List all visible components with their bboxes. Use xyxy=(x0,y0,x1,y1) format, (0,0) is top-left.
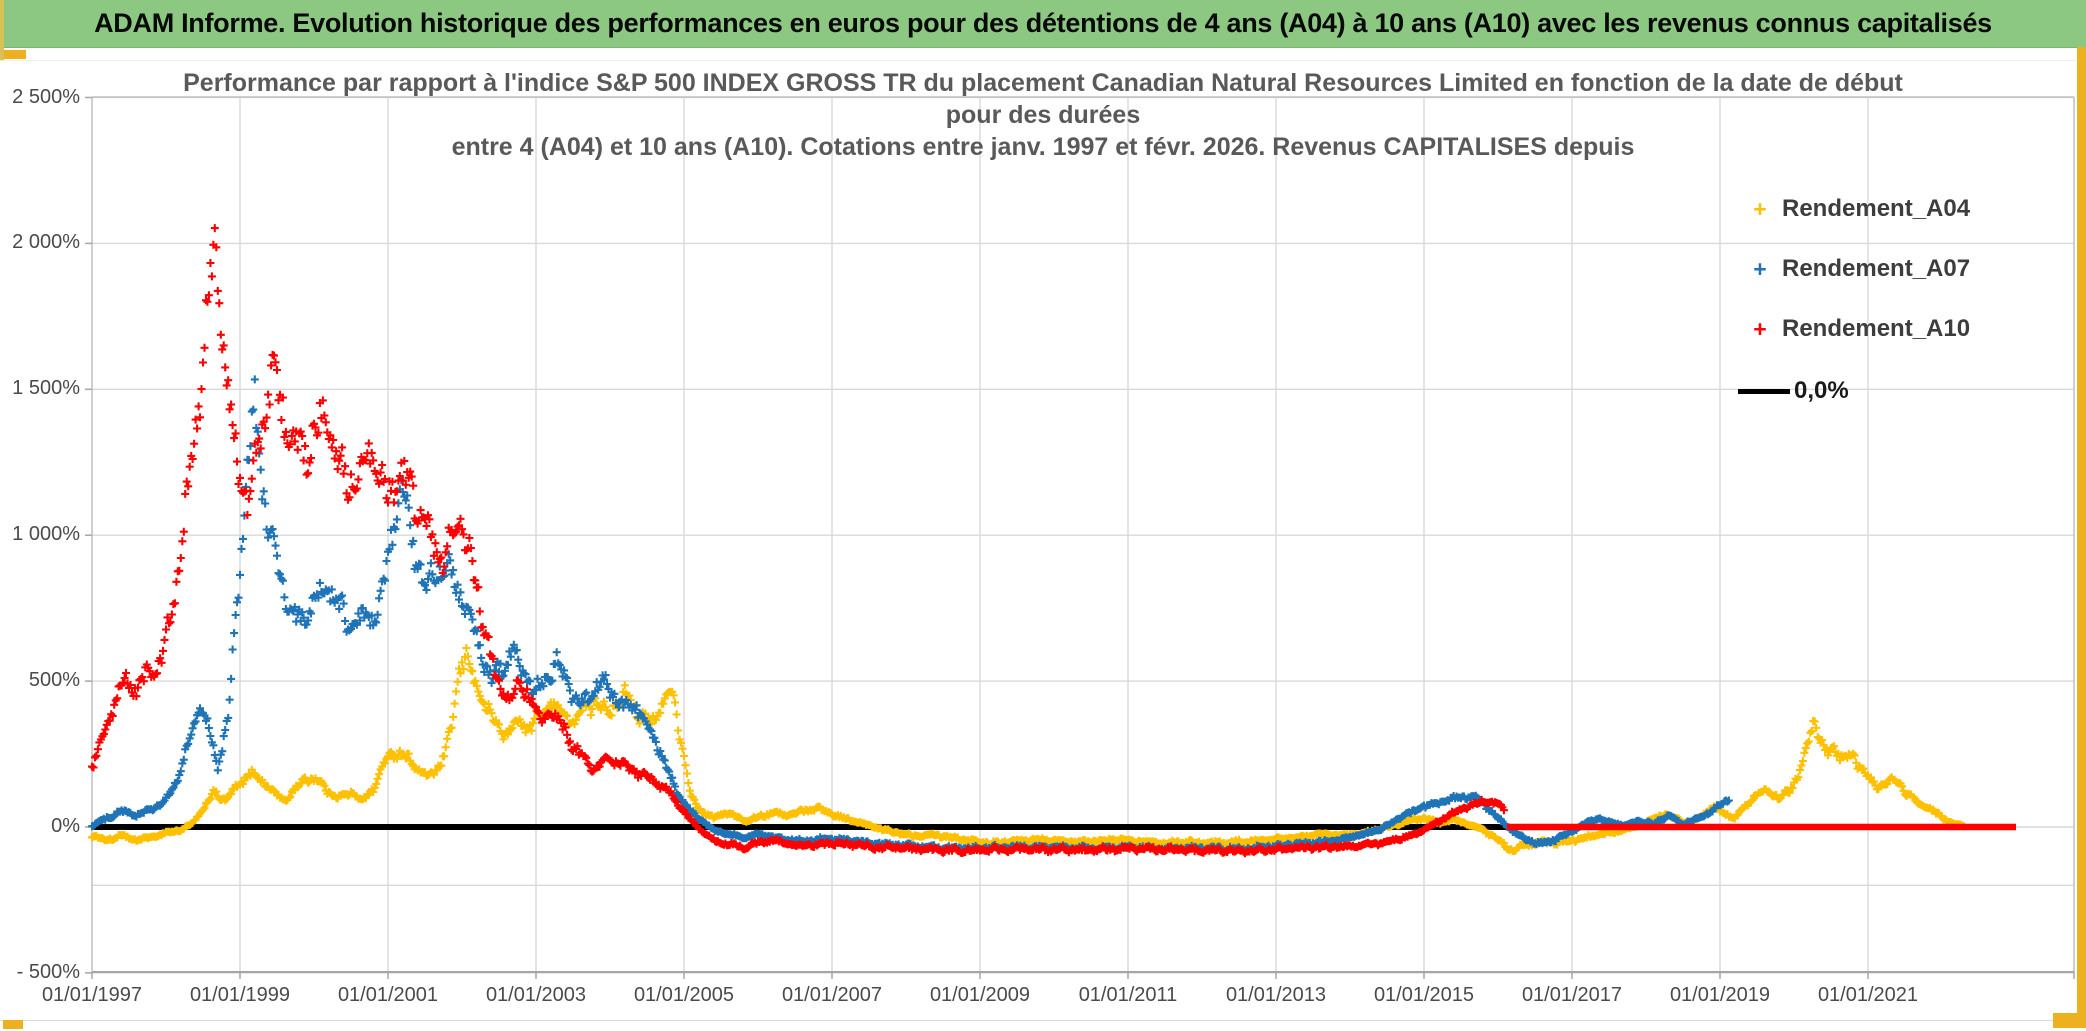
window-title: ADAM Informe. Evolution historique des p… xyxy=(94,8,1992,38)
x-axis-label: 01/01/1997 xyxy=(41,984,143,1006)
bottom-divider xyxy=(0,1020,2053,1021)
y-axis-label: - 500% xyxy=(16,960,80,983)
x-axis-label: 01/01/2017 xyxy=(1521,984,1623,1006)
legend-item-rendement-a10[interactable]: + Rendement_A10 xyxy=(1738,312,1970,346)
y-axis-label: 2 000% xyxy=(12,231,80,254)
x-axis-label: 01/01/2011 xyxy=(1078,984,1178,1006)
x-axis-label: 01/01/2021 xyxy=(1817,984,1919,1006)
gold-accent-bottom-right xyxy=(2053,1013,2086,1028)
x-axis-label: 01/01/1999 xyxy=(189,984,291,1006)
legend-label: 0,0% xyxy=(1794,377,1849,404)
window-title-bar: ADAM Informe. Evolution historique des p… xyxy=(0,0,2086,48)
legend-plus-marker: + xyxy=(1753,195,1767,222)
x-axis-label: 01/01/2015 xyxy=(1373,984,1475,1006)
legend-label: Rendement_A10 xyxy=(1782,315,1971,342)
legend-line-swatch xyxy=(1738,388,1790,394)
x-axis-label: 01/01/2013 xyxy=(1225,984,1327,1006)
x-axis-label: 01/01/2003 xyxy=(485,984,587,1006)
gold-accent-bottom-left xyxy=(3,1020,23,1029)
legend-label: Rendement_A07 xyxy=(1782,255,1971,282)
right-edge-accent-bar xyxy=(2077,47,2086,1028)
x-axis-label: 01/01/2005 xyxy=(633,984,735,1006)
x-axis-label: 01/01/2009 xyxy=(929,984,1031,1006)
legend-item-0-0-[interactable]: 0,0% xyxy=(1738,374,1849,408)
x-axis-label: 01/01/2019 xyxy=(1669,984,1771,1006)
series-Rendement_A10 xyxy=(88,224,1508,858)
x-axis-label: 01/01/2001 xyxy=(337,984,439,1006)
y-axis-label: 2 500% xyxy=(12,85,80,108)
y-axis-label: 1 500% xyxy=(12,377,80,400)
y-axis-label: 0% xyxy=(51,815,80,837)
left-edge-accent xyxy=(0,0,4,60)
header-divider xyxy=(0,60,2086,61)
legend-label: Rendement_A04 xyxy=(1782,195,1971,222)
gold-accent-top-left xyxy=(4,50,26,59)
x-axis-label: 01/01/2007 xyxy=(781,984,883,1006)
legend-item-rendement-a07[interactable]: + Rendement_A07 xyxy=(1738,252,1970,286)
legend-item-rendement-a04[interactable]: + Rendement_A04 xyxy=(1738,192,1970,226)
y-axis-label: 1 000% xyxy=(12,523,80,546)
legend-plus-marker: + xyxy=(1753,315,1767,342)
y-axis-label: 500% xyxy=(28,669,80,692)
legend-plus-marker: + xyxy=(1753,255,1767,282)
